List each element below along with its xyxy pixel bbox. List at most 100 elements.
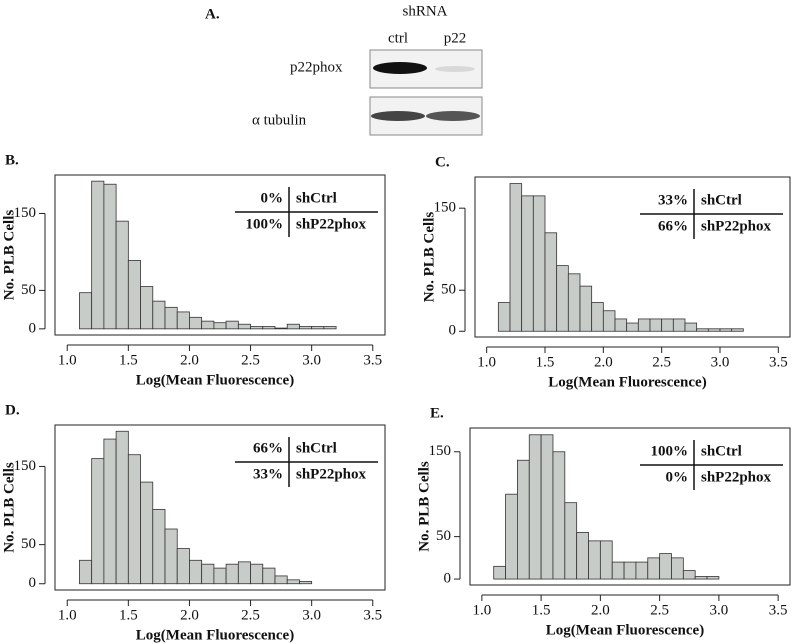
- x-axis-title: Log(Mean Fluorescence): [136, 627, 294, 643]
- inset-percent: 66%: [253, 440, 283, 456]
- bar: [599, 540, 613, 580]
- bar: [286, 579, 300, 585]
- bar: [127, 259, 141, 330]
- lane-label: ctrl: [388, 30, 408, 46]
- lane-label: p22: [444, 30, 467, 46]
- bar: [602, 310, 616, 332]
- inset-group: shP22phox: [701, 218, 772, 234]
- bar: [517, 459, 530, 580]
- y-axis-title: No. PLB Cells: [416, 461, 432, 552]
- plot-frame: [54, 424, 386, 591]
- bar: [201, 320, 215, 330]
- bar: [661, 318, 674, 332]
- bar: [323, 326, 337, 330]
- bar: [115, 430, 129, 585]
- row-label: p22phox: [290, 59, 343, 75]
- y-tick-label: 150: [14, 205, 37, 221]
- bar: [262, 326, 276, 330]
- panel-label: A.: [205, 6, 220, 22]
- bar: [115, 220, 129, 330]
- x-tick-label: 2.5: [241, 352, 260, 368]
- x-tick-label: 3.5: [363, 607, 382, 623]
- bar: [127, 454, 141, 585]
- x-tick-label: 3.0: [711, 354, 730, 370]
- y-tick-label: 50: [21, 536, 36, 552]
- bar: [176, 311, 190, 330]
- inset-group: shCtrl: [701, 443, 742, 459]
- bar: [682, 570, 696, 580]
- bar: [286, 323, 300, 330]
- bar: [262, 567, 276, 585]
- x-tick-label: 2.0: [180, 607, 199, 623]
- bar: [79, 292, 93, 330]
- inset-percent: 33%: [658, 192, 688, 208]
- inset-group: shP22phox: [701, 469, 772, 485]
- bar: [274, 575, 288, 585]
- bar: [623, 561, 637, 580]
- bar: [576, 531, 589, 580]
- x-tick-label: 2.0: [591, 602, 610, 618]
- bar: [274, 327, 288, 330]
- bar: [140, 481, 154, 585]
- bar: [567, 273, 581, 332]
- blot-band: [373, 62, 427, 74]
- bar: [91, 458, 105, 585]
- y-tick-label: 50: [21, 282, 36, 298]
- bar: [707, 328, 721, 332]
- x-tick-label: 3.0: [710, 602, 729, 618]
- x-tick-label: 1.0: [58, 607, 77, 623]
- y-tick-label: 150: [429, 443, 452, 459]
- bar: [493, 565, 506, 580]
- x-tick-label: 3.5: [769, 354, 788, 370]
- inset-group: shCtrl: [296, 440, 337, 456]
- inset-group: shCtrl: [701, 192, 742, 208]
- bar: [647, 557, 661, 580]
- bar: [79, 559, 93, 585]
- y-tick-label: 0: [29, 575, 37, 591]
- bar: [505, 493, 518, 580]
- bar: [614, 318, 628, 332]
- bar: [250, 326, 264, 330]
- bar: [299, 326, 313, 330]
- bar: [731, 328, 744, 332]
- plot-frame: [469, 427, 791, 586]
- bar: [649, 318, 663, 332]
- y-tick-label: 0: [449, 323, 457, 339]
- bar: [213, 567, 227, 585]
- bar: [152, 509, 166, 585]
- y-tick-label: 50: [441, 282, 456, 298]
- x-tick-label: 1.5: [119, 607, 138, 623]
- bar: [672, 318, 686, 332]
- bar: [544, 232, 558, 332]
- row-label: α tubulin: [252, 112, 307, 128]
- inset-percent: 100%: [246, 216, 284, 232]
- bar: [213, 322, 227, 330]
- x-axis-title: Log(Mean Fluorescence): [548, 374, 706, 390]
- bar: [164, 528, 178, 585]
- bar: [706, 576, 720, 580]
- x-axis-title: Log(Mean Fluorescence): [136, 372, 294, 388]
- bar: [299, 580, 313, 585]
- blot-band: [371, 111, 425, 121]
- panel-label: E.: [430, 405, 444, 421]
- bar: [671, 557, 684, 580]
- y-tick-label: 150: [434, 200, 457, 216]
- bar: [532, 195, 546, 332]
- x-tick-label: 3.0: [302, 607, 321, 623]
- x-tick-label: 2.0: [594, 354, 613, 370]
- inset-percent: 33%: [253, 466, 283, 482]
- x-tick-label: 1.0: [472, 602, 491, 618]
- bar: [540, 434, 554, 580]
- bar: [176, 548, 190, 585]
- bar: [189, 316, 203, 330]
- inset-group: shCtrl: [296, 190, 337, 206]
- bar: [588, 540, 601, 580]
- panel-label: D.: [5, 402, 20, 418]
- x-tick-label: 2.5: [650, 602, 669, 618]
- x-tick-label: 2.5: [241, 607, 260, 623]
- x-tick-label: 2.5: [652, 354, 671, 370]
- x-tick-label: 1.0: [477, 354, 496, 370]
- bar: [556, 265, 569, 332]
- panel-label: C.: [435, 154, 450, 170]
